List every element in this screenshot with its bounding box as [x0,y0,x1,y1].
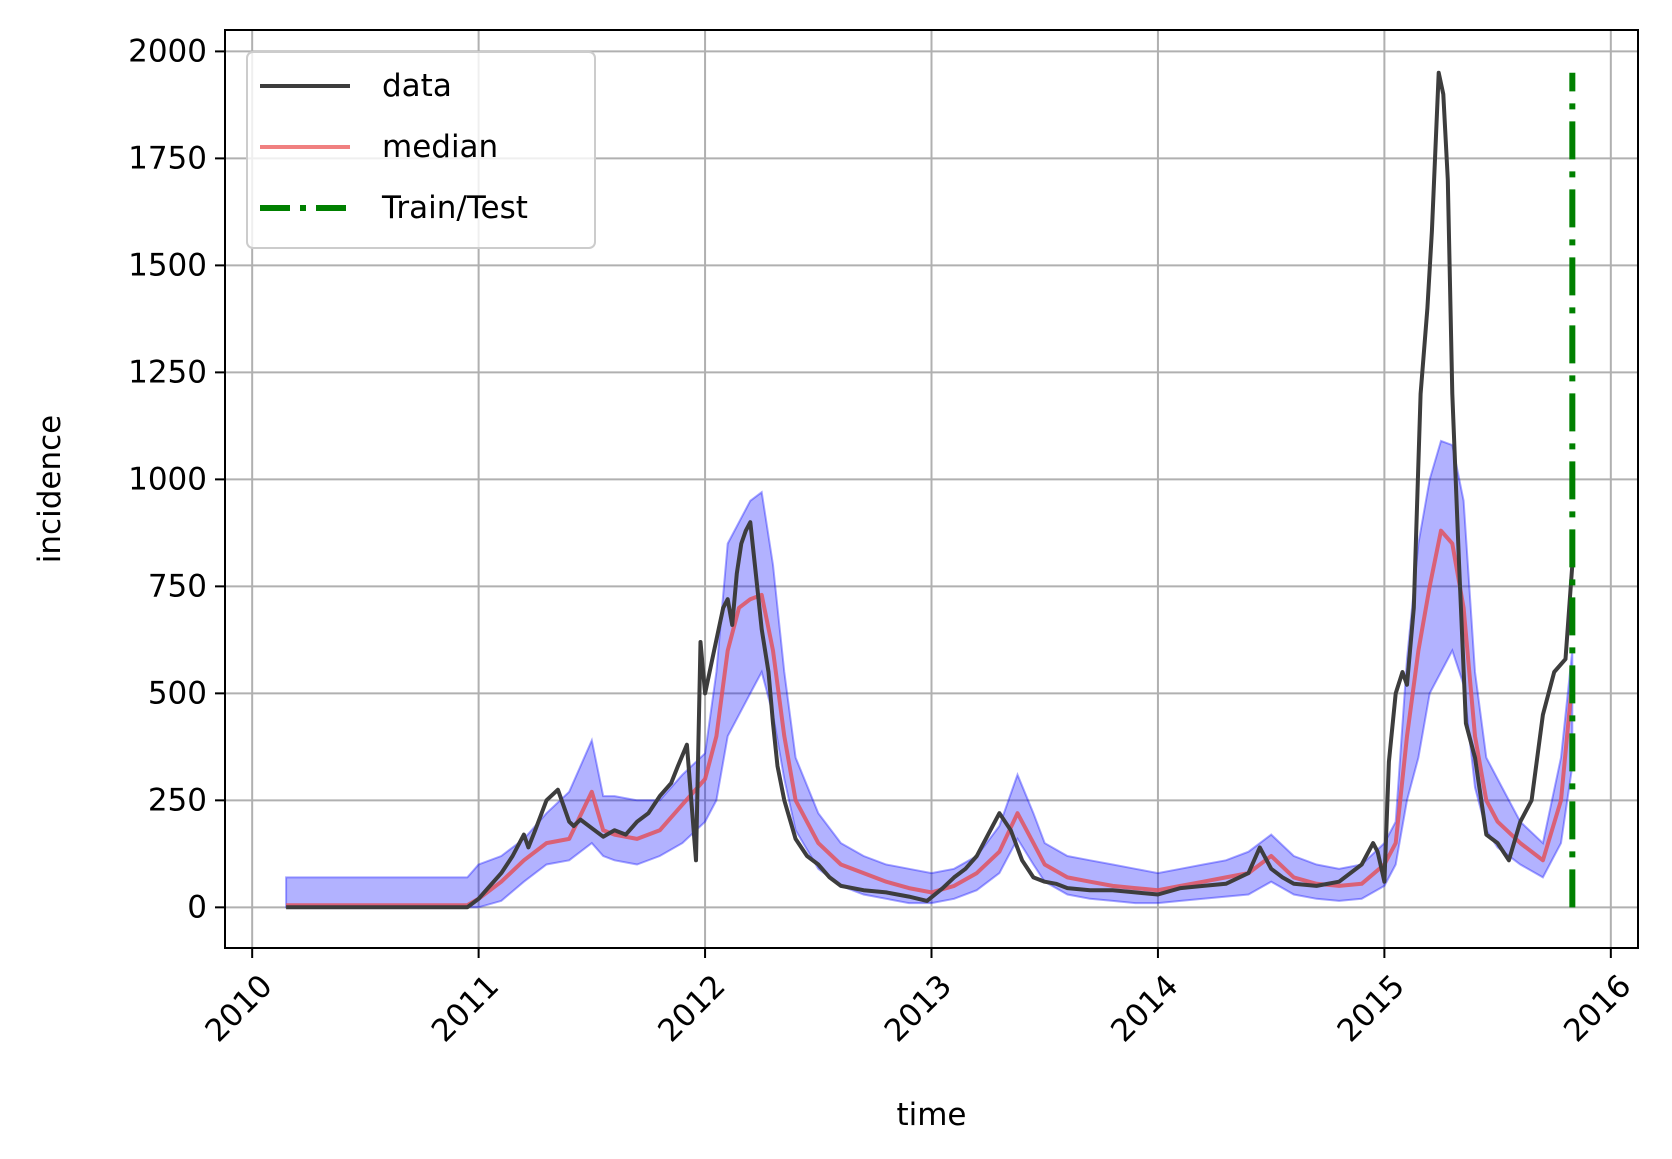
y-tick-label-250: 250 [148,782,207,818]
series-data-line [286,70,1575,910]
legend: data median Train/Test [246,51,596,249]
y-tick-label-1000: 1000 [128,461,207,497]
y-tick-label-2000: 2000 [128,33,207,69]
y-tick-label-0: 0 [187,889,207,925]
y-tick-label-1500: 1500 [128,247,207,283]
y-tick-label-1750: 1750 [128,140,207,176]
series-median-line [286,528,1575,908]
y-axis: 0 250 500 750 1000 1250 1500 1750 2000 [128,33,225,925]
y-tick-label-1250: 1250 [128,354,207,390]
legend-box [246,51,596,249]
legend-label-train-test: Train/Test [381,190,528,226]
y-tick-label-500: 500 [148,675,207,711]
y-axis-label: incidence [32,415,68,563]
series-layer [286,70,1575,910]
legend-label-median: median [382,129,498,165]
legend-label-data: data [382,68,452,104]
y-tick-label-750: 750 [148,568,207,604]
x-axis-label: time [896,1097,966,1133]
